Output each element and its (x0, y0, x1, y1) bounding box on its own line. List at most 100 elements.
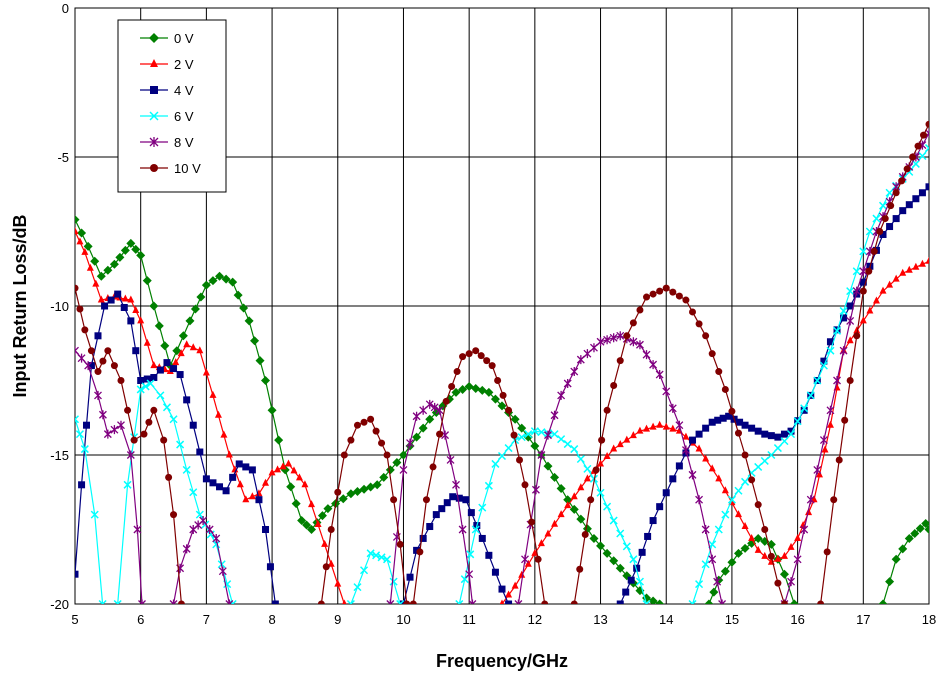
x-tick-label: 8 (268, 612, 275, 627)
data-point (432, 511, 440, 519)
data-point (75, 215, 80, 225)
data-point (668, 403, 677, 413)
x-tick-label: 16 (790, 612, 804, 627)
y-tick-labels: 0 -5 -10 -15 -20 (50, 1, 69, 612)
data-point (262, 526, 270, 533)
series-10v (409, 347, 549, 604)
data-point (859, 287, 867, 295)
data-point (101, 302, 109, 310)
data-point (113, 599, 122, 604)
data-point (170, 365, 178, 373)
data-point (704, 599, 714, 604)
data-point (841, 416, 849, 424)
data-point (708, 418, 716, 426)
data-point (754, 427, 762, 435)
data-point (150, 164, 158, 172)
data-point (912, 195, 920, 203)
data-point (353, 421, 361, 429)
data-point (865, 227, 874, 236)
data-point (892, 189, 900, 197)
data-point (905, 265, 913, 273)
data-point (564, 501, 572, 509)
data-point (816, 470, 824, 478)
data-point (467, 509, 475, 517)
y-tick-label: -20 (50, 597, 69, 612)
legend-item: 6 V (140, 109, 194, 124)
data-point (413, 546, 421, 554)
data-point (160, 436, 168, 444)
data-point (550, 430, 559, 439)
series-8v (514, 331, 727, 604)
data-point (87, 362, 95, 370)
data-point (918, 151, 927, 161)
data-point (412, 432, 422, 442)
data-point (570, 492, 578, 500)
data-point (839, 306, 848, 315)
data-point (438, 505, 446, 513)
data-point (767, 552, 775, 560)
data-point (708, 554, 717, 564)
data-point (212, 540, 221, 549)
data-point (443, 499, 451, 507)
data-point (748, 476, 756, 484)
data-point (78, 481, 86, 489)
x-axis-title: Frequency/GHz (436, 651, 568, 671)
data-point (137, 377, 145, 384)
data-point (360, 418, 368, 426)
data-point (541, 600, 549, 604)
data-point (734, 486, 743, 495)
data-point (656, 287, 664, 295)
data-point (115, 252, 125, 262)
data-point (130, 436, 138, 444)
legend-item: 8 V (140, 135, 194, 150)
data-point (754, 462, 763, 471)
data-point (669, 475, 677, 483)
data-point (377, 553, 386, 562)
data-point (149, 301, 159, 311)
data-point (202, 368, 210, 376)
data-point (662, 489, 670, 497)
data-point (537, 539, 545, 547)
data-point (285, 459, 292, 467)
data-point (537, 428, 546, 437)
data-point (99, 357, 107, 365)
data-point (178, 331, 188, 341)
data-point (681, 445, 690, 455)
data-point (499, 391, 507, 399)
data-point (338, 494, 348, 504)
data-point (366, 549, 375, 558)
data-point (638, 548, 646, 556)
data-point (780, 600, 788, 604)
data-point (925, 256, 929, 264)
data-point (150, 86, 158, 94)
data-point (892, 274, 900, 282)
data-point (596, 337, 605, 347)
data-point (589, 533, 599, 543)
data-point (898, 544, 908, 554)
data-point (754, 501, 762, 509)
data-point (75, 415, 80, 424)
data-point (412, 411, 421, 421)
data-point (94, 390, 102, 400)
data-point (114, 290, 122, 298)
data-point (347, 436, 355, 444)
data-point (183, 396, 191, 404)
data-point (250, 336, 260, 346)
data-point (721, 486, 729, 494)
data-point (826, 405, 835, 415)
series-10v (817, 120, 929, 604)
x-tick-label: 9 (334, 612, 341, 627)
series-6v (688, 144, 929, 604)
data-point (103, 429, 112, 439)
data-point (120, 303, 128, 311)
data-point (846, 336, 854, 344)
data-point (905, 201, 913, 209)
data-point (98, 410, 107, 420)
data-point (635, 340, 644, 350)
data-point (399, 600, 407, 604)
data-point (616, 600, 624, 604)
data-point (748, 424, 756, 432)
data-point (490, 394, 500, 404)
data-point (887, 202, 895, 210)
data-point (425, 414, 435, 424)
